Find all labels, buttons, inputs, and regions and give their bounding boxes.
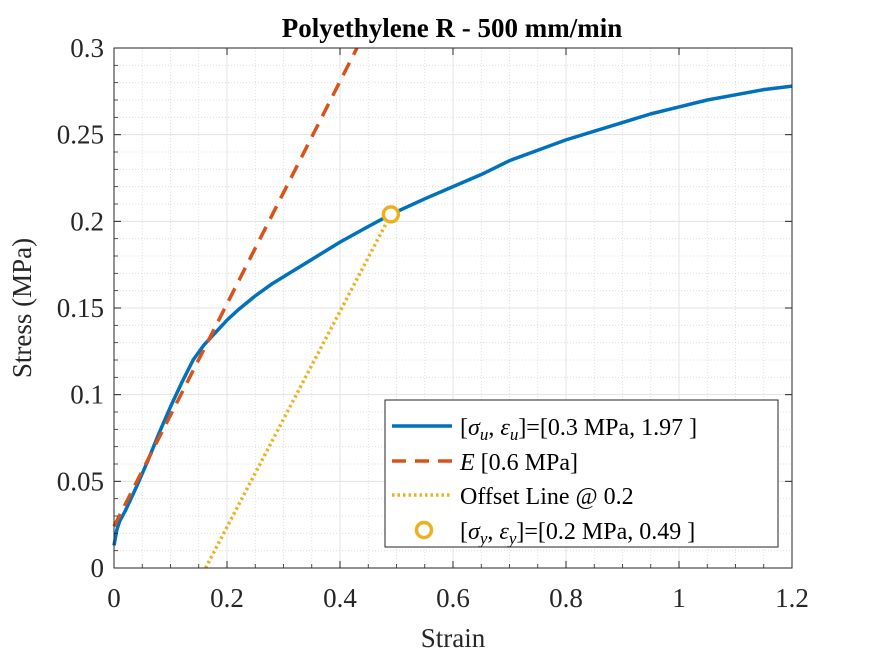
legend-entry: Offset Line @ 0.2 [460,484,634,510]
legend-symbol: E [459,450,475,476]
legend-text: [ [460,519,468,545]
x-tick-label: 0.2 [210,583,244,613]
y-tick-label: 0.15 [57,293,104,323]
legend-marker [414,520,434,540]
y-tick-label: 0.3 [70,33,104,63]
y-axis-label: Stress (MPa) [7,238,37,378]
legend-subscript: y [507,529,517,548]
yield-point-marker [381,205,401,224]
legend-symbol: ε [500,415,510,441]
x-tick-label: 1 [672,583,686,613]
y-tick-label: 0 [91,553,105,583]
legend-symbol: σ [468,415,481,441]
legend-entry: E [0.6 MPa] [459,450,578,476]
x-axis-label: Strain [421,623,486,653]
legend-text: ]=[0.3 MPa, 1.97 ] [518,415,697,441]
x-tick-label: 1.2 [775,583,809,613]
legend-text: Offset Line @ 0.2 [460,484,634,510]
x-tick-label: 0.6 [436,583,470,613]
series-layer [112,47,793,569]
legend: [σu, εu]=[0.3 MPa, 1.97 ]E [0.6 MPa]Offs… [384,399,779,548]
x-tick-labels: 0 0.2 0.4 0.6 0.8 1 1.2 [107,583,809,613]
legend-symbol: σ [468,519,481,545]
tick-marks [113,47,793,569]
legend-symbol: ε [499,519,509,545]
legend-subscript: u [480,425,489,444]
legend-text: , [488,415,500,441]
y-tick-label: 0.25 [57,120,104,150]
y-tick-labels: 0 0.05 0.1 0.15 0.2 0.25 0.3 [57,33,104,583]
legend-subscript: u [510,425,519,444]
y-tick-label: 0.1 [70,380,104,410]
legend-subscript: y [478,529,488,548]
legend-entry: [σu, εu]=[0.3 MPa, 1.97 ] [460,415,697,444]
series-line-2 [203,213,393,569]
x-tick-label: 0.4 [323,583,357,613]
x-tick-label: 0 [107,583,121,613]
series-line-1 [112,47,359,528]
y-tick-label: 0.05 [57,466,104,496]
y-tick-label: 0.2 [70,206,104,236]
legend-text: [0.6 MPa] [475,450,578,476]
x-tick-label: 0.8 [549,583,583,613]
chart-title: Polyethylene R - 500 mm/min [282,13,622,43]
legend-entry: [σy, εy]=[0.2 MPa, 0.49 ] [460,519,695,548]
legend-text: [ [460,415,468,441]
legend-text: ]=[0.2 MPa, 0.49 ] [516,519,695,545]
legend-text: , [487,519,499,545]
